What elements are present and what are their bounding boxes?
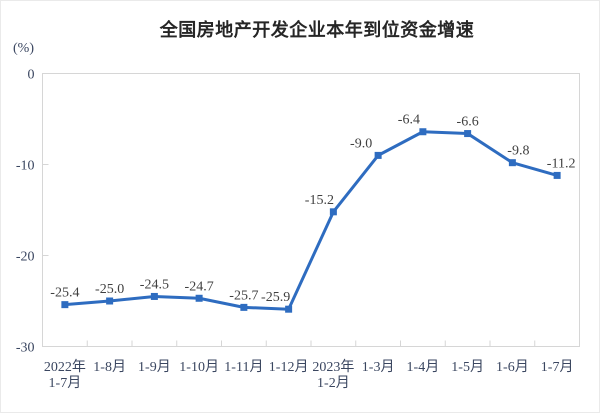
data-point-marker	[329, 208, 337, 216]
x-axis-tick-label: 1-3月	[362, 359, 395, 375]
data-point-label: -24.7	[185, 279, 214, 294]
data-point-label: -6.6	[457, 115, 479, 130]
y-axis-tick-label: -20	[16, 250, 35, 265]
y-axis-unit-label: (%)	[13, 41, 34, 56]
x-axis-tick-label: 1-4月	[407, 359, 440, 375]
data-point-marker	[285, 305, 293, 313]
data-point-label: -25.7	[229, 288, 258, 303]
data-point-label: -15.2	[305, 193, 334, 208]
data-point-marker	[374, 151, 382, 159]
data-point-marker	[61, 301, 69, 309]
x-axis-tick-label: 2022年 1-7月	[44, 359, 86, 391]
x-axis-tick-label: 1-5月	[451, 359, 484, 375]
data-point-label: -25.0	[95, 282, 124, 297]
x-axis-tick-label: 2023年 1-2月	[312, 359, 354, 391]
data-point-label: -11.2	[547, 156, 576, 171]
data-point-marker	[195, 294, 203, 302]
data-point-marker	[553, 171, 561, 179]
data-point-marker	[419, 128, 427, 136]
x-axis-tick-label: 1-11月	[224, 359, 263, 375]
chart-title: 全国房地产开发企业本年到位资金增速	[159, 20, 475, 40]
series-line	[64, 130, 558, 311]
data-point-label: -24.5	[140, 277, 169, 292]
data-point-label: -25.9	[261, 290, 290, 305]
y-axis-tick-label: -10	[16, 159, 35, 174]
data-point-marker	[464, 130, 472, 138]
x-axis-tick-label: 1-8月	[93, 359, 126, 375]
x-axis-tick-label: 1-10月	[179, 359, 219, 375]
y-axis-tick-label: -30	[16, 341, 35, 356]
data-point-label: -9.0	[350, 136, 372, 151]
data-point-label: -9.8	[507, 144, 529, 159]
x-axis-tick-label: 1-12月	[269, 359, 309, 375]
plot-border	[42, 73, 580, 347]
x-axis-tick-label: 1-6月	[496, 359, 529, 375]
data-point-marker	[150, 292, 158, 300]
data-point-marker	[106, 297, 114, 305]
x-axis-tick-label: 1-7月	[541, 359, 574, 375]
data-point-marker	[508, 159, 516, 167]
data-point-label: -6.4	[398, 113, 420, 128]
x-axis-tick-label: 1-9月	[138, 359, 171, 375]
data-point-marker	[240, 303, 248, 311]
y-axis-tick-label: 0	[28, 68, 35, 83]
data-point-label: -25.4	[50, 286, 79, 301]
